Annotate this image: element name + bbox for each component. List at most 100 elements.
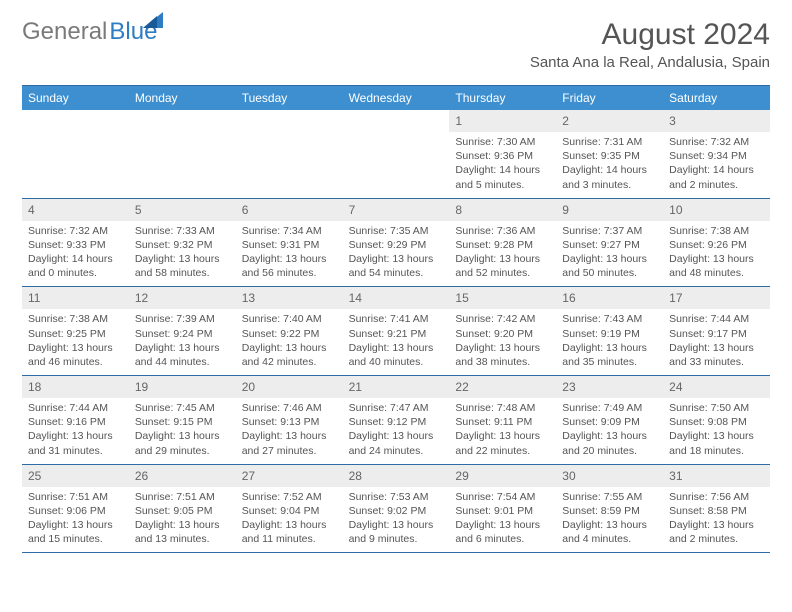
day-details: Sunrise: 7:47 AM Sunset: 9:12 PM Daylight:… — [343, 398, 450, 464]
sunrise-line: Sunrise: 7:32 AM — [28, 225, 108, 237]
weekday-header-row: SundayMondayTuesdayWednesdayThursdayFrid… — [22, 86, 770, 110]
day-details: Sunrise: 7:40 AMSunset: 9:22 PMDaylight:… — [236, 309, 343, 375]
calendar-cell: 8Sunrise: 7:36 AMSunset: 9:28 PMDaylight… — [449, 199, 556, 287]
calendar-cell: 13Sunrise: 7:40 AMSunset: 9:22 PMDayligh… — [236, 287, 343, 375]
sunrise-line: Sunrise: 7:47 AM — [349, 402, 429, 414]
daylight-line: Daylight: 14 hours and 0 minutes. — [28, 253, 113, 279]
day-details: Sunrise: 7:38 AMSunset: 9:26 PMDaylight:… — [663, 221, 770, 287]
day-number: 17 — [663, 287, 770, 309]
day-details: Sunrise: 7:36 AMSunset: 9:28 PMDaylight:… — [449, 221, 556, 287]
calendar-week: 1Sunrise: 7:30 AMSunset: 9:36 PMDaylight… — [22, 110, 770, 199]
day-details: Sunrise: 7:32 AMSunset: 9:34 PMDaylight:… — [663, 132, 770, 198]
sunrise-line: Sunrise: 7:45 AM — [135, 402, 215, 414]
sunset-line: Sunset: 9:17 PM — [669, 328, 747, 340]
calendar-cell: 27Sunrise: 7:52 AMSunset: 9:04 PMDayligh… — [236, 465, 343, 553]
sunrise-line: Sunrise: 7:36 AM — [455, 225, 535, 237]
daylight-line: Daylight: 14 hours and 5 minutes. — [455, 164, 540, 190]
sunset-line: Sunset: 9:12 PM — [349, 416, 427, 428]
weekday-header: Tuesday — [236, 86, 343, 110]
sunrise-line: Sunrise: 7:52 AM — [242, 491, 322, 503]
daylight-line: Daylight: 13 hours and 29 minutes. — [135, 430, 220, 456]
calendar-cell: 16Sunrise: 7:43 AMSunset: 9:19 PMDayligh… — [556, 287, 663, 375]
calendar-cell: 19Sunrise: 7:45 AMSunset: 9:15 PMDayligh… — [129, 376, 236, 464]
daylight-line: Daylight: 13 hours and 42 minutes. — [242, 342, 327, 368]
calendar-cell: 12Sunrise: 7:39 AMSunset: 9:24 PMDayligh… — [129, 287, 236, 375]
sunrise-line: Sunrise: 7:46 AM — [242, 402, 322, 414]
sunset-line: Sunset: 9:33 PM — [28, 239, 106, 251]
weekday-header: Monday — [129, 86, 236, 110]
sunrise-line: Sunrise: 7:32 AM — [669, 136, 749, 148]
daylight-line: Daylight: 13 hours and 27 minutes. — [242, 430, 327, 456]
sunset-line: Sunset: 9:05 PM — [135, 505, 213, 517]
weekday-header: Friday — [556, 86, 663, 110]
calendar-week: 11Sunrise: 7:38 AMSunset: 9:25 PMDayligh… — [22, 287, 770, 376]
day-details: Sunrise: 7:32 AM Sunset: 9:33 PM Daylight:… — [22, 221, 129, 287]
day-number: 21 — [343, 376, 450, 398]
calendar-cell: 30Sunrise: 7:55 AMSunset: 8:59 PMDayligh… — [556, 465, 663, 553]
sunrise-line: Sunrise: 7:43 AM — [562, 313, 642, 325]
day-number: 6 — [236, 199, 343, 221]
daylight-line: Daylight: 13 hours and 4 minutes. — [562, 519, 647, 545]
daylight-line: Daylight: 14 hours and 2 minutes. — [669, 164, 754, 190]
daylight-line: Daylight: 13 hours and 44 minutes. — [135, 342, 220, 368]
location-text: Santa Ana la Real, Andalusia, Spain — [530, 54, 770, 71]
day-number: 8 — [449, 199, 556, 221]
day-details: Sunrise: 7:35 AMSunset: 9:29 PMDaylight:… — [343, 221, 450, 287]
weekday-header: Saturday — [663, 86, 770, 110]
day-number: 9 — [556, 199, 663, 221]
daylight-line: Daylight: 13 hours and 20 minutes. — [562, 430, 647, 456]
daylight-line: Daylight: 13 hours and 22 minutes. — [455, 430, 540, 456]
daylight-line: Daylight: 13 hours and 6 minutes. — [455, 519, 540, 545]
sunset-line: Sunset: 9:01 PM — [455, 505, 533, 517]
day-number: 5 — [129, 199, 236, 221]
calendar-cell: 22Sunrise: 7:48 AMSunset: 9:11 PMDayligh… — [449, 376, 556, 464]
sunrise-line: Sunrise: 7:38 AM — [669, 225, 749, 237]
calendar: SundayMondayTuesdayWednesdayThursdayFrid… — [22, 85, 770, 553]
calendar-week: 18Sunrise: 7:44 AMSunset: 9:16 PMDayligh… — [22, 376, 770, 465]
daylight-line: Daylight: 13 hours and 40 minutes. — [349, 342, 434, 368]
calendar-cell: 1Sunrise: 7:30 AMSunset: 9:36 PMDaylight… — [449, 110, 556, 198]
daylight-line: Daylight: 13 hours and 46 minutes. — [28, 342, 113, 368]
weekday-header: Thursday — [449, 86, 556, 110]
calendar-week: 4Sunrise: 7:32 AMSunset: 9:33 PMDaylight… — [22, 199, 770, 288]
calendar-cell: 31Sunrise: 7:56 AMSunset: 8:58 PMDayligh… — [663, 465, 770, 553]
daylight-line: Daylight: 14 hours and 3 minutes. — [562, 164, 647, 190]
day-number: 22 — [449, 376, 556, 398]
sunset-line: Sunset: 9:35 PM — [562, 150, 640, 162]
day-details: Sunrise: 7:54 AMSunset: 9:01 PMDaylight:… — [449, 487, 556, 553]
day-details: Sunrise: 7:52 AMSunset: 9:04 PMDaylight:… — [236, 487, 343, 553]
daylight-line: Daylight: 13 hours and 54 minutes. — [349, 253, 434, 279]
calendar-cell: 28Sunrise: 7:53 AMSunset: 9:02 PMDayligh… — [343, 465, 450, 553]
day-number: 23 — [556, 376, 663, 398]
brand-text-general: General — [22, 18, 107, 46]
daylight-line: Daylight: 13 hours and 52 minutes. — [455, 253, 540, 279]
daylight-line: Daylight: 13 hours and 33 minutes. — [669, 342, 754, 368]
day-details: Sunrise: 7:56 AMSunset: 8:58 PMDaylight:… — [663, 487, 770, 553]
calendar-cell: 6Sunrise: 7:34 AMSunset: 9:31 PMDaylight… — [236, 199, 343, 287]
sunrise-line: Sunrise: 7:53 AM — [349, 491, 429, 503]
daylight-line: Daylight: 13 hours and 24 minutes. — [349, 430, 434, 456]
day-details: Sunrise: 7:50 AMSunset: 9:08 PMDaylight:… — [663, 398, 770, 464]
day-details: Sunrise: 7:45 AMSunset: 9:15 PMDaylight:… — [129, 398, 236, 464]
day-number: 30 — [556, 465, 663, 487]
day-details: Sunrise: 7:51 AMSunset: 9:05 PMDaylight:… — [129, 487, 236, 553]
calendar-cell: 7Sunrise: 7:35 AMSunset: 9:29 PMDaylight… — [343, 199, 450, 287]
calendar-cell: 25Sunrise: 7:51 AMSunset: 9:06 PMDayligh… — [22, 465, 129, 553]
day-number: 14 — [343, 287, 450, 309]
day-number: 3 — [663, 110, 770, 132]
sunrise-line: Sunrise: 7:39 AM — [135, 313, 215, 325]
sunrise-line: Sunrise: 7:51 AM — [135, 491, 215, 503]
day-details: Sunrise: 7:37 AMSunset: 9:27 PMDaylight:… — [556, 221, 663, 287]
daylight-line: Daylight: 13 hours and 18 minutes. — [669, 430, 754, 456]
daylight-line: Daylight: 13 hours and 31 minutes. — [28, 430, 113, 456]
day-number: 1 — [449, 110, 556, 132]
sunset-line: Sunset: 9:22 PM — [242, 328, 320, 340]
calendar-cell: 9Sunrise: 7:37 AMSunset: 9:27 PMDaylight… — [556, 199, 663, 287]
sunrise-line: Sunrise: 7:34 AM — [242, 225, 322, 237]
day-number: 10 — [663, 199, 770, 221]
sunset-line: Sunset: 9:20 PM — [455, 328, 533, 340]
month-title: August 2024 — [530, 18, 770, 52]
calendar-body: 1Sunrise: 7:30 AMSunset: 9:36 PMDaylight… — [22, 110, 770, 553]
day-details: Sunrise: 7:34 AMSunset: 9:31 PMDaylight:… — [236, 221, 343, 287]
daylight-line: Daylight: 13 hours and 58 minutes. — [135, 253, 220, 279]
